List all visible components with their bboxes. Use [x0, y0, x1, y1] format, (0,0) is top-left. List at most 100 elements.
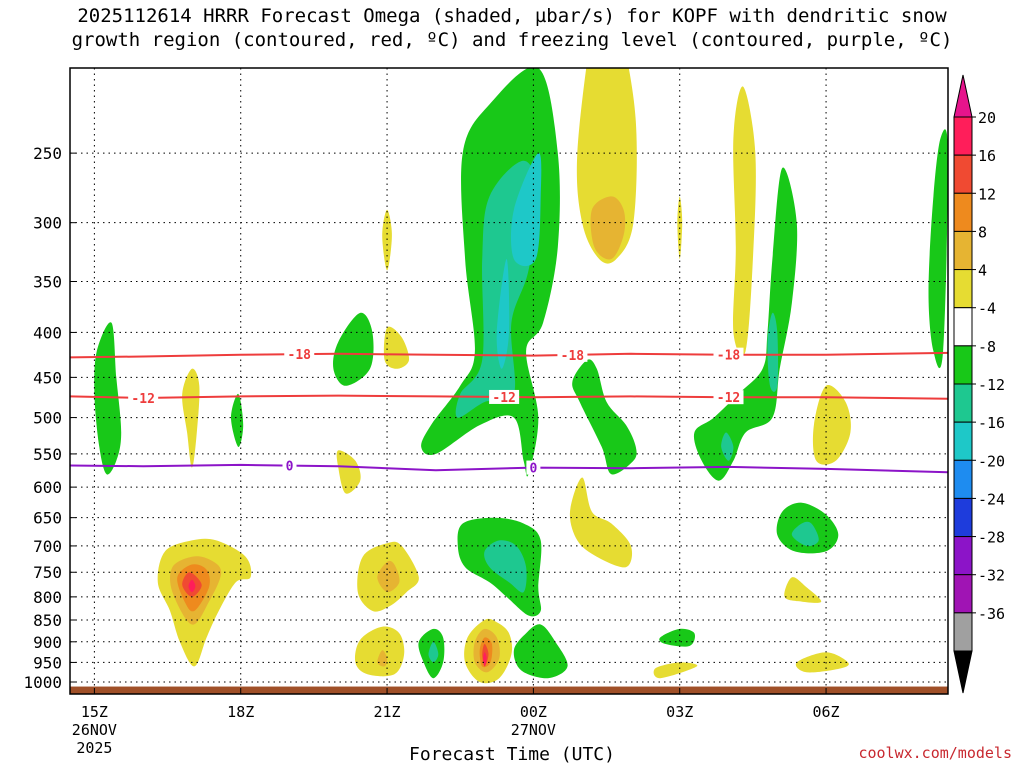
y-tick-label-450: 450 — [33, 368, 62, 387]
omega-region-6 — [510, 152, 542, 267]
omega-region-30 — [784, 577, 822, 603]
y-tick-label-1000: 1000 — [23, 673, 62, 692]
omega-region-5 — [496, 259, 510, 369]
x-tick-sublabel-00Z: 27NOV — [511, 721, 556, 739]
contour-label-bg-dgz-minus12-2 — [713, 390, 744, 405]
y-tick-label-600: 600 — [33, 478, 62, 497]
omega-region-28 — [812, 385, 851, 465]
omega-region-31 — [795, 652, 849, 673]
omega-region-16 — [428, 641, 439, 663]
omega-region-32 — [653, 662, 698, 679]
colorbar-swatch-1 — [953, 154, 973, 194]
plot-area: -18 -18 -18 -12 -12 -12 0 0 — [70, 68, 948, 694]
colorbar-swatch-2 — [953, 192, 973, 232]
colorbar-label-3: 8 — [978, 223, 987, 241]
colorbar-swatch-6 — [953, 345, 973, 385]
omega-region-0 — [94, 322, 122, 475]
colorbar-swatch-7 — [953, 383, 973, 423]
omega-region-1 — [231, 393, 244, 447]
colorbar-swatch-0 — [953, 116, 973, 156]
y-tick-label-550: 550 — [33, 445, 62, 464]
contour-dgz-minus18 — [70, 351, 948, 359]
omega-region-14 — [513, 624, 568, 679]
y-tick-label-700: 700 — [33, 537, 62, 556]
y-tick-label-500: 500 — [33, 409, 62, 428]
omega-region-40 — [354, 626, 405, 677]
omega-region-27 — [336, 450, 361, 494]
colorbar-swatch-12 — [953, 574, 973, 614]
omega-region-21 — [590, 196, 626, 260]
omega-region-13 — [484, 540, 527, 593]
contour-label-dgz-minus12-0: -12 — [131, 392, 154, 407]
x-tick-label-15Z: 15Z — [81, 703, 108, 721]
omega-region-19 — [659, 628, 695, 647]
colorbar-swatch-11 — [953, 536, 973, 576]
omega-region-8 — [693, 167, 798, 481]
contour-label-dgz-minus12-2: -12 — [717, 391, 740, 406]
omega-region-29 — [569, 477, 633, 568]
colorbar-label-10: -24 — [978, 490, 1005, 508]
y-tick-label-350: 350 — [33, 272, 62, 291]
y-tick-label-800: 800 — [33, 588, 62, 607]
y-tick-label-900: 900 — [33, 633, 62, 652]
y-tick-label-400: 400 — [33, 323, 62, 342]
x-tick-sublabel2-15Z: 2025 — [76, 739, 112, 757]
colorbar-swatch-4 — [953, 269, 973, 309]
terrain-strip — [70, 686, 948, 694]
colorbar-label-8: -16 — [978, 414, 1005, 432]
colorbar-label-12: -32 — [978, 567, 1005, 585]
x-tick-label-18Z: 18Z — [227, 703, 254, 721]
contour-label-bg-dgz-minus18-1 — [557, 347, 588, 362]
x-tick-sublabel-15Z: 26NOV — [72, 721, 117, 739]
colorbar-swatch-5 — [953, 307, 973, 347]
contour-label-freezing-0-0: 0 — [286, 460, 294, 475]
colorbar-label-1: 16 — [978, 147, 996, 165]
omega-region-7 — [572, 359, 637, 475]
colorbar-label-4: 4 — [978, 262, 987, 280]
colorbar-label-13: -36 — [978, 605, 1005, 623]
colorbar-label-9: -20 — [978, 452, 1005, 470]
contour-label-bg-dgz-minus12-0 — [128, 390, 159, 405]
plot-frame — [69, 67, 949, 695]
y-tick-label-250: 250 — [33, 144, 62, 163]
colorbar-label-5: -4 — [978, 300, 996, 318]
y-tick-label-650: 650 — [33, 509, 62, 528]
contour-label-dgz-minus18-2: -18 — [717, 349, 741, 364]
colorbar-swatch-9 — [953, 459, 973, 499]
colorbar-label-7: -12 — [978, 376, 1005, 394]
contour-label-dgz-minus12-1: -12 — [492, 391, 515, 406]
y-tick-label-950: 950 — [33, 653, 62, 672]
colorbar-label-2: 12 — [978, 185, 996, 203]
colorbar-swatch-10 — [953, 497, 973, 538]
contour-freezing-0 — [70, 463, 948, 474]
colorbar-swatch-3 — [953, 230, 973, 271]
omega-region-26 — [383, 326, 410, 369]
x-axis-label: Forecast Time (UTC) — [409, 744, 615, 765]
colorbar-label-6: -8 — [978, 338, 996, 356]
contour-label-dgz-minus18-0: -18 — [288, 348, 312, 363]
colorbar-bottom-arrow — [953, 650, 973, 694]
contour-label-bg-freezing-0-0 — [282, 458, 297, 473]
colorbar-label-11: -28 — [978, 529, 1005, 547]
omega-region-37 — [188, 579, 196, 593]
contour-label-bg-dgz-minus18-2 — [713, 347, 744, 362]
contour-dgz-minus12 — [70, 394, 948, 400]
x-tick-label-00Z: 00Z — [520, 703, 547, 721]
omega-region-18 — [791, 521, 819, 547]
omega-region-11 — [928, 129, 948, 368]
omega-region-24 — [182, 368, 200, 468]
colorbar-swatch-8 — [953, 421, 973, 461]
omega-region-2 — [333, 312, 374, 386]
contour-label-freezing-0-1: 0 — [529, 462, 537, 477]
chart-title: 2025112614 HRRR Forecast Omega (shaded, … — [71, 5, 953, 51]
colorbar-top-arrow — [953, 74, 973, 118]
credit-link[interactable]: coolwx.com/models — [858, 744, 1012, 762]
omega-region-22 — [733, 86, 756, 356]
y-tick-label-850: 850 — [33, 611, 62, 630]
y-tick-label-300: 300 — [33, 214, 62, 233]
colorbar-swatch-13 — [953, 612, 973, 652]
contour-label-dgz-minus18-1: -18 — [561, 349, 585, 364]
contour-label-bg-dgz-minus18-0 — [284, 347, 315, 362]
omega-region-39 — [377, 560, 400, 593]
